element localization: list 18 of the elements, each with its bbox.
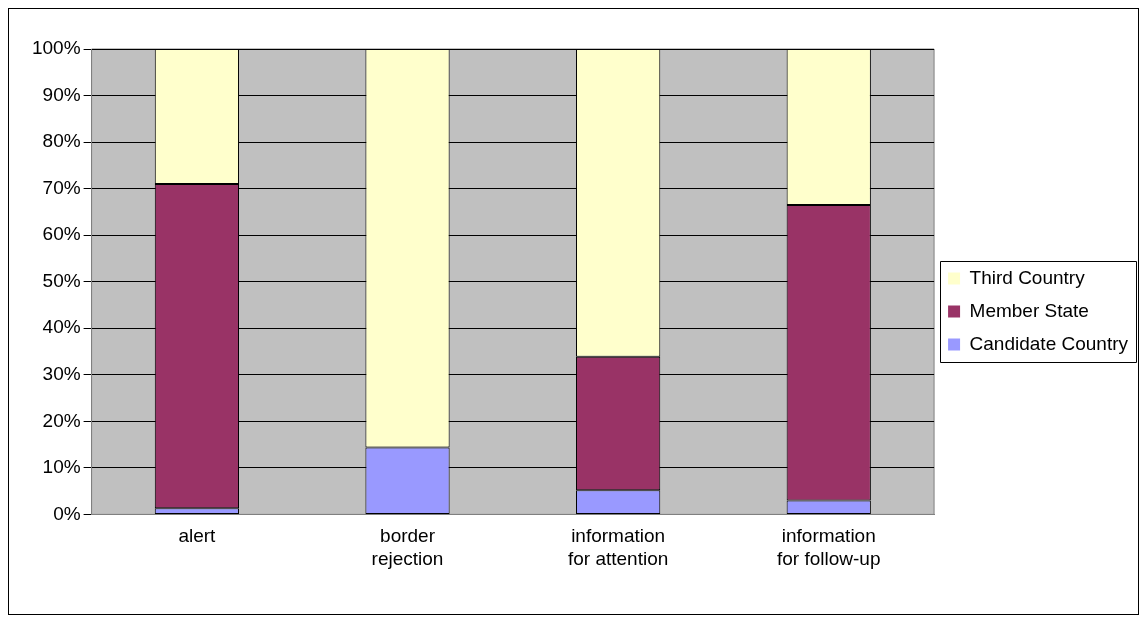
y-tick-label: 60% [42, 223, 81, 245]
x-tick-label: alert [178, 525, 217, 547]
legend-label: Member State [969, 299, 1089, 321]
y-tick-label: 30% [42, 363, 81, 385]
y-tick-label: 20% [42, 409, 81, 431]
y-tick-label: 90% [42, 83, 81, 105]
y-tick-label: 70% [42, 176, 81, 198]
legend-label: Third Country [969, 266, 1086, 288]
y-tick-label: 80% [42, 130, 81, 152]
x-tick-label: information for follow-up [777, 525, 881, 569]
y-tick-label: 0% [53, 502, 81, 524]
x-tick-label: border rejection [371, 525, 444, 569]
y-tick-label: 10% [42, 456, 81, 478]
x-tick-label: information for attention [567, 525, 669, 569]
y-tick-label: 40% [42, 316, 81, 338]
y-tick-label: 100% [31, 37, 81, 59]
y-tick-label: 50% [42, 269, 81, 291]
legend-label: Candidate Country [969, 332, 1129, 354]
